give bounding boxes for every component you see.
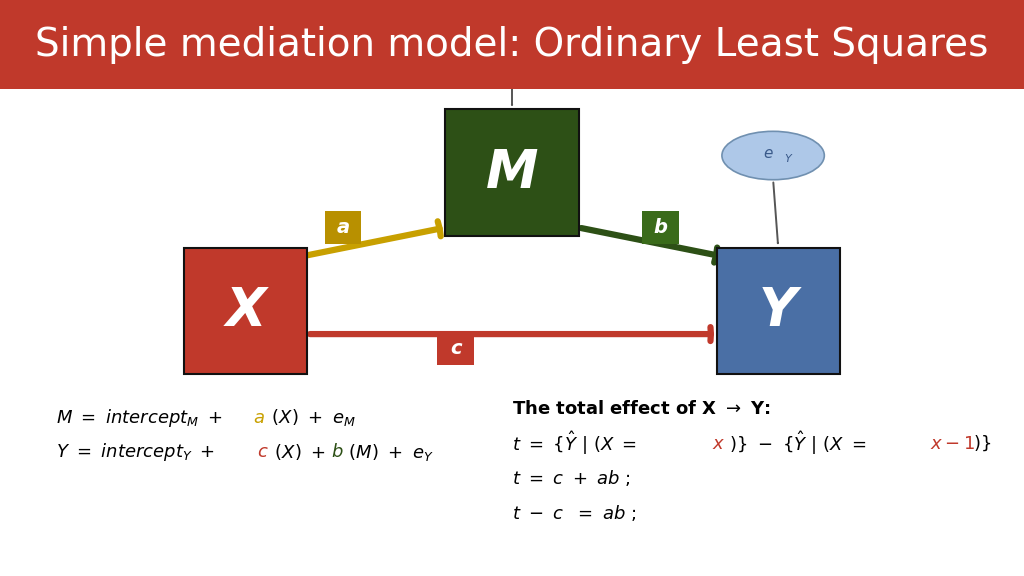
Text: Simple mediation model: Ordinary Least Squares: Simple mediation model: Ordinary Least S… [35,26,989,63]
Text: $e$: $e$ [502,36,512,51]
Text: $\ )\}$: $\ )\}$ [968,434,991,453]
Text: $t\ =\ c\ +\ ab\ ;$: $t\ =\ c\ +\ ab\ ;$ [512,468,631,488]
FancyBboxPatch shape [325,211,361,244]
FancyBboxPatch shape [184,248,307,374]
Text: $\ )\}\ -\ \{\hat{Y}\ |\ (X\ =\ $: $\ )\}\ -\ \{\hat{Y}\ |\ (X\ =\ $ [724,430,866,457]
Text: M: M [521,44,531,55]
Text: b: b [653,218,668,237]
FancyBboxPatch shape [717,248,840,374]
Text: $b$: $b$ [331,443,343,461]
Text: M: M [485,147,539,199]
FancyBboxPatch shape [0,0,1024,89]
Text: $M\ =\ intercept_M\ +\ $: $M\ =\ intercept_M\ +\ $ [56,407,223,429]
Text: $t\ =\ \{\hat{Y}\ |\ (X\ =\ $: $t\ =\ \{\hat{Y}\ |\ (X\ =\ $ [512,430,637,457]
Text: $x$: $x$ [712,434,725,453]
Text: $\ (X)\ +\ $: $\ (X)\ +\ $ [269,442,326,462]
Text: $\ (M)\ +\ e_Y$: $\ (M)\ +\ e_Y$ [343,442,434,463]
Text: X: X [225,285,266,337]
FancyBboxPatch shape [642,211,679,244]
Text: a: a [337,218,349,237]
Text: $x-1$: $x-1$ [930,434,975,453]
FancyBboxPatch shape [437,332,474,365]
Text: The total effect of X $\rightarrow$ Y:: The total effect of X $\rightarrow$ Y: [512,400,770,418]
Ellipse shape [456,14,568,78]
Ellipse shape [722,131,824,180]
Text: $a$: $a$ [253,408,265,427]
Text: $\ (X)\ +\ e_M$: $\ (X)\ +\ e_M$ [266,407,356,428]
FancyBboxPatch shape [445,109,579,236]
Text: Y: Y [784,154,791,164]
Text: $e$: $e$ [763,146,773,161]
Text: $Y\ =\ intercept_Y\ +\ $: $Y\ =\ intercept_Y\ +\ $ [56,441,215,463]
Text: c: c [450,339,462,358]
Text: $t\ -\ c\ \ =\ ab\ ;$: $t\ -\ c\ \ =\ ab\ ;$ [512,503,637,522]
Text: Y: Y [759,285,798,337]
Text: $c$: $c$ [257,443,268,461]
